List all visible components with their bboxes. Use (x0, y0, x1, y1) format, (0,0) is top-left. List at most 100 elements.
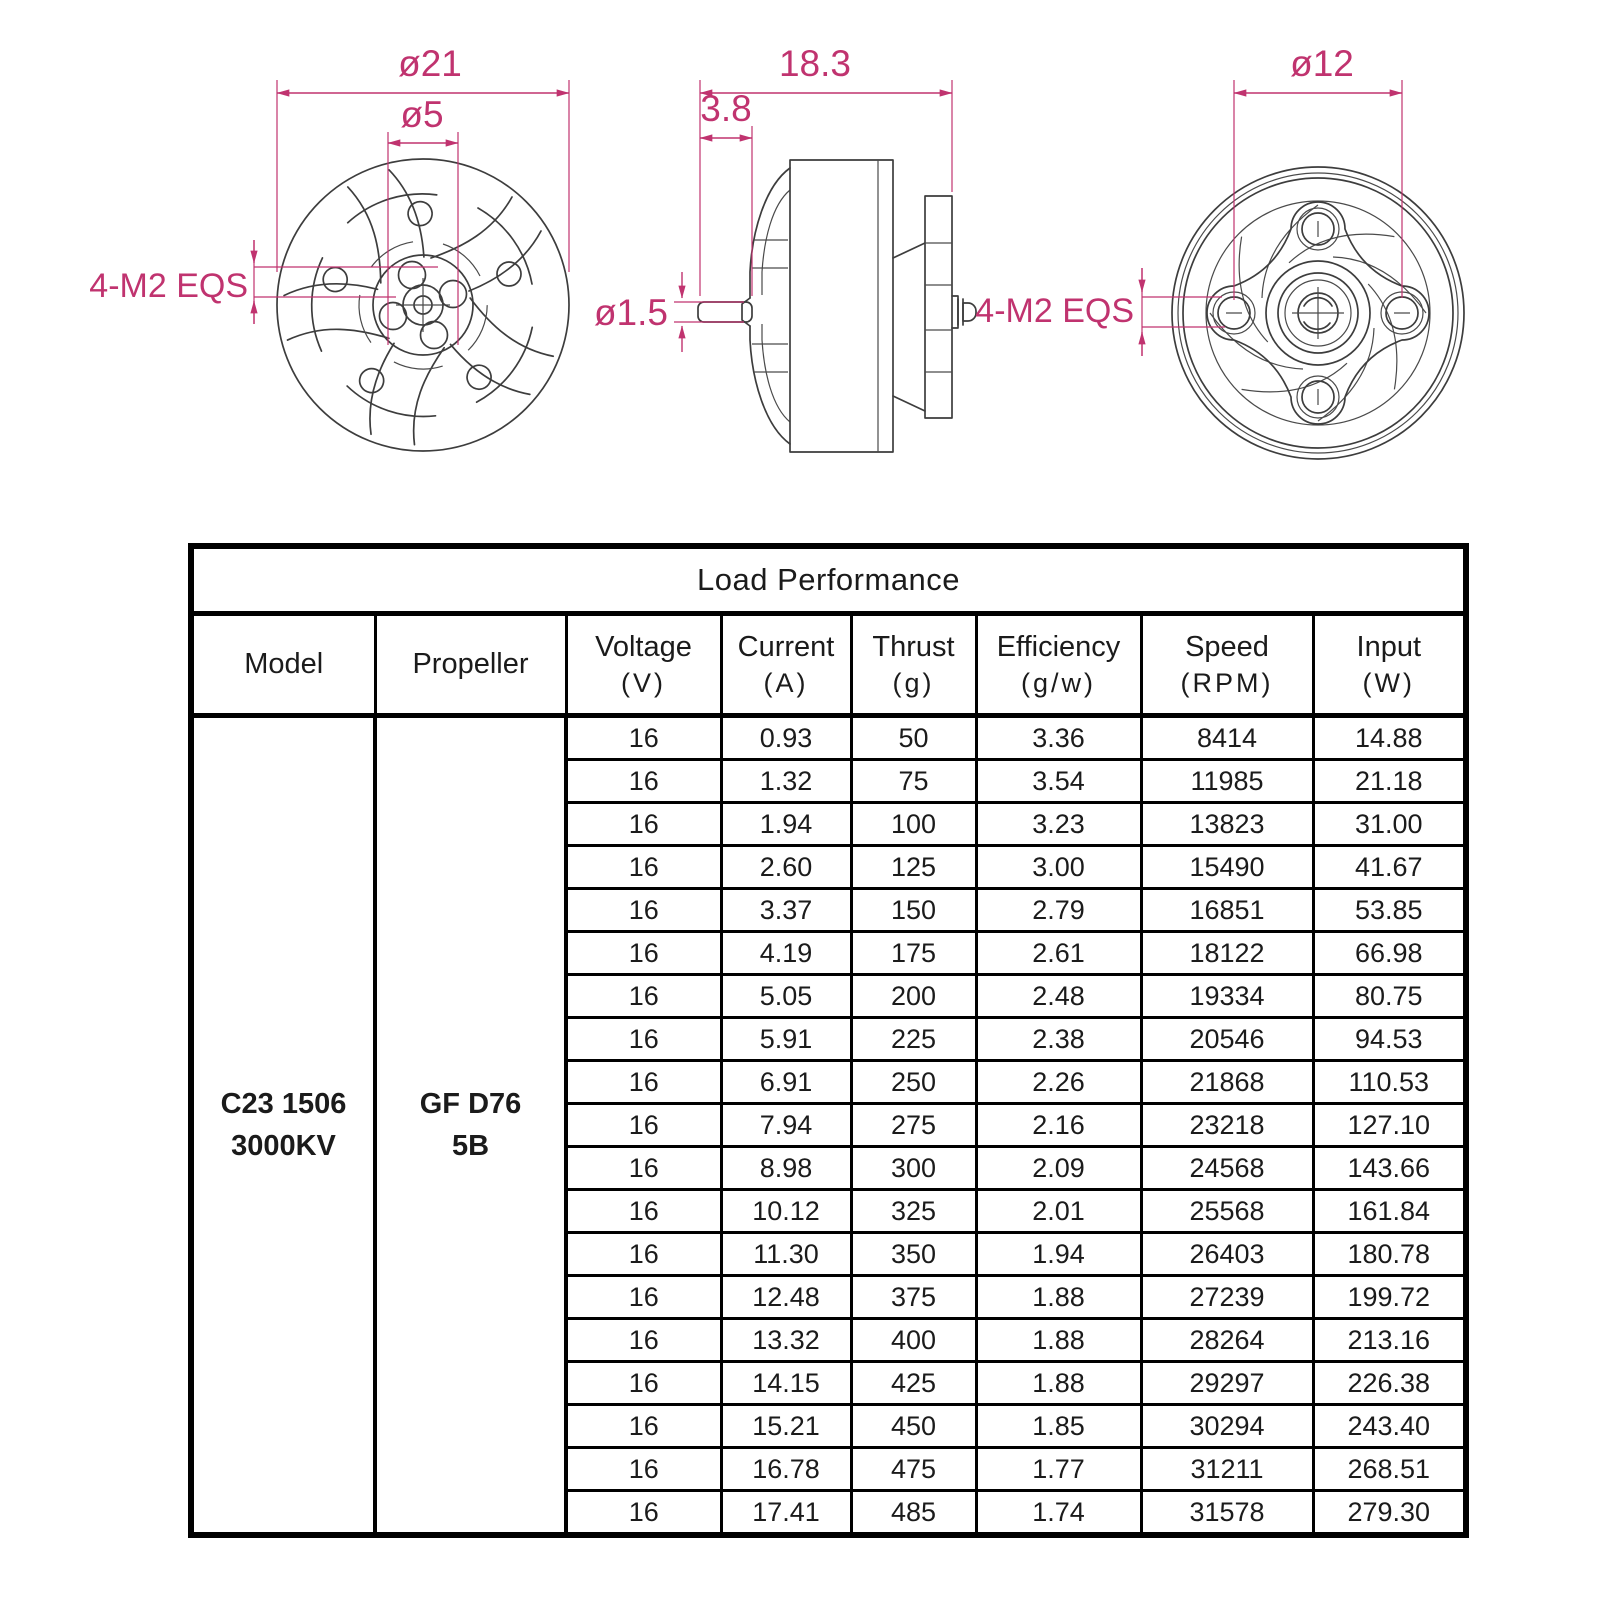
table-row: 16 12.48 375 1.88 27239 199.72 (191, 1274, 1468, 1320)
value-cell: 3.00 (974, 844, 1143, 890)
value-cell: 80.75 (1311, 973, 1468, 1019)
value-cell: 30294 (1139, 1403, 1315, 1449)
value-cell: 7.94 (719, 1102, 853, 1148)
value-cell: 11.30 (719, 1231, 853, 1277)
value-cell: 161.84 (1311, 1188, 1468, 1234)
column-header: Propeller (373, 612, 568, 718)
value-cell: 2.26 (974, 1059, 1143, 1105)
value-cell: 19334 (1139, 973, 1315, 1019)
value-cell: 0.93 (719, 714, 853, 761)
value-cell: 41.67 (1311, 844, 1468, 890)
value-cell: 12.48 (719, 1274, 853, 1320)
value-cell: 3.36 (974, 714, 1143, 761)
column-header: Input (W) (1311, 612, 1468, 718)
value-cell: 13823 (1139, 801, 1315, 847)
value-cell: 94.53 (1311, 1016, 1468, 1062)
value-cell: 21868 (1139, 1059, 1315, 1105)
value-cell: 75 (849, 758, 978, 804)
table-row: 16 4.19 175 2.61 18122 66.98 (191, 930, 1468, 976)
value-cell: 16 (564, 844, 723, 890)
table-row: 16 15.21 450 1.85 30294 243.40 (191, 1403, 1468, 1449)
value-cell: 16 (564, 758, 723, 804)
value-cell: 199.72 (1311, 1274, 1468, 1320)
value-cell: 31211 (1139, 1446, 1315, 1492)
value-cell: 268.51 (1311, 1446, 1468, 1492)
value-cell: 23218 (1139, 1102, 1315, 1148)
table-row: 16 8.98 300 2.09 24568 143.66 (191, 1145, 1468, 1191)
value-cell: 300 (849, 1145, 978, 1191)
column-header: Speed (RPM) (1139, 612, 1315, 718)
value-cell: 1.88 (974, 1360, 1143, 1406)
value-cell: 400 (849, 1317, 978, 1363)
back-view-drawing: ø12 4-M2 EQS (975, 43, 1465, 460)
label-front-bolt-spec: 4-M2 EQS (89, 267, 248, 305)
value-cell: 2.79 (974, 887, 1143, 933)
value-cell: 1.85 (974, 1403, 1143, 1449)
value-cell: 17.41 (719, 1489, 853, 1537)
value-cell: 3.23 (974, 801, 1143, 847)
technical-drawing: ø21 ø5 4-M2 EQS (89, 43, 1465, 463)
value-cell: 50 (849, 714, 978, 761)
value-cell: 485 (849, 1489, 978, 1537)
value-cell: 3.37 (719, 887, 853, 933)
table-row: 16 10.12 325 2.01 25568 161.84 (191, 1188, 1468, 1234)
value-cell: 14.15 (719, 1360, 853, 1406)
value-cell: 8.98 (719, 1145, 853, 1191)
value-cell: 250 (849, 1059, 978, 1105)
value-cell: 475 (849, 1446, 978, 1492)
value-cell: 225 (849, 1016, 978, 1062)
table-row: 16 5.05 200 2.48 19334 80.75 (191, 973, 1468, 1019)
value-cell: 425 (849, 1360, 978, 1406)
value-cell: 26403 (1139, 1231, 1315, 1277)
front-view-drawing: ø21 ø5 4-M2 EQS (89, 43, 570, 463)
table-row: 16 17.41 485 1.74 31578 279.30 (191, 1489, 1468, 1537)
table-row: 16 6.91 250 2.26 21868 110.53 (191, 1059, 1468, 1105)
value-cell: 16 (564, 1145, 723, 1191)
value-cell: 16 (564, 1188, 723, 1234)
value-cell: 5.91 (719, 1016, 853, 1062)
value-cell: 15.21 (719, 1403, 853, 1449)
value-cell: 16 (564, 801, 723, 847)
value-cell: 143.66 (1311, 1145, 1468, 1191)
table-header-row: Model Propeller Voltage (V) Current (A) Thrust… (189, 612, 1468, 718)
value-cell: 325 (849, 1188, 978, 1234)
value-cell: 16851 (1139, 887, 1315, 933)
value-cell: 150 (849, 887, 978, 933)
value-cell: 450 (849, 1403, 978, 1449)
value-cell: 1.88 (974, 1274, 1143, 1320)
value-cell: 25568 (1139, 1188, 1315, 1234)
value-cell: 2.38 (974, 1016, 1143, 1062)
propeller-cell: GF D76 5B (373, 714, 568, 1537)
value-cell: 1.77 (974, 1446, 1143, 1492)
value-cell: 2.61 (974, 930, 1143, 976)
value-cell: 16 (564, 1403, 723, 1449)
load-performance-table: Load Performance Model Propeller Voltage (V… (188, 543, 1470, 1538)
spoke-blade (430, 196, 542, 292)
column-header: Voltage (V) (564, 612, 723, 718)
value-cell: 5.05 (719, 973, 853, 1019)
value-cell: 110.53 (1311, 1059, 1468, 1105)
dim-side-shaft-diameter: ø1.5 (594, 292, 668, 333)
dim-front-outer-diameter: ø21 (398, 43, 462, 84)
value-cell: 100 (849, 801, 978, 847)
value-cell: 180.78 (1311, 1231, 1468, 1277)
column-header: Efficiency (g/w) (974, 612, 1143, 718)
value-cell: 27239 (1139, 1274, 1315, 1320)
table-row: 16 7.94 275 2.16 23218 127.10 (191, 1102, 1468, 1148)
value-cell: 175 (849, 930, 978, 976)
value-cell: 18122 (1139, 930, 1315, 976)
value-cell: 20546 (1139, 1016, 1315, 1062)
table-row: 16 16.78 475 1.77 31211 268.51 (191, 1446, 1468, 1492)
value-cell: 375 (849, 1274, 978, 1320)
value-cell: 2.16 (974, 1102, 1143, 1148)
value-cell: 16 (564, 1489, 723, 1537)
value-cell: 24568 (1139, 1145, 1315, 1191)
table-row: 16 2.60 125 3.00 15490 41.67 (191, 844, 1468, 890)
model-cell: C23 1506 3000KV (189, 714, 377, 1537)
table-row: C23 1506 3000KV GF D76 5B 16 0.93 50 3.36 8414 14… (189, 714, 1468, 1537)
value-cell: 125 (849, 844, 978, 890)
table-row: 16 11.30 350 1.94 26403 180.78 (191, 1231, 1468, 1277)
value-cell: 16 (564, 1317, 723, 1363)
dim-side-shaft-length: 3.8 (700, 88, 751, 129)
